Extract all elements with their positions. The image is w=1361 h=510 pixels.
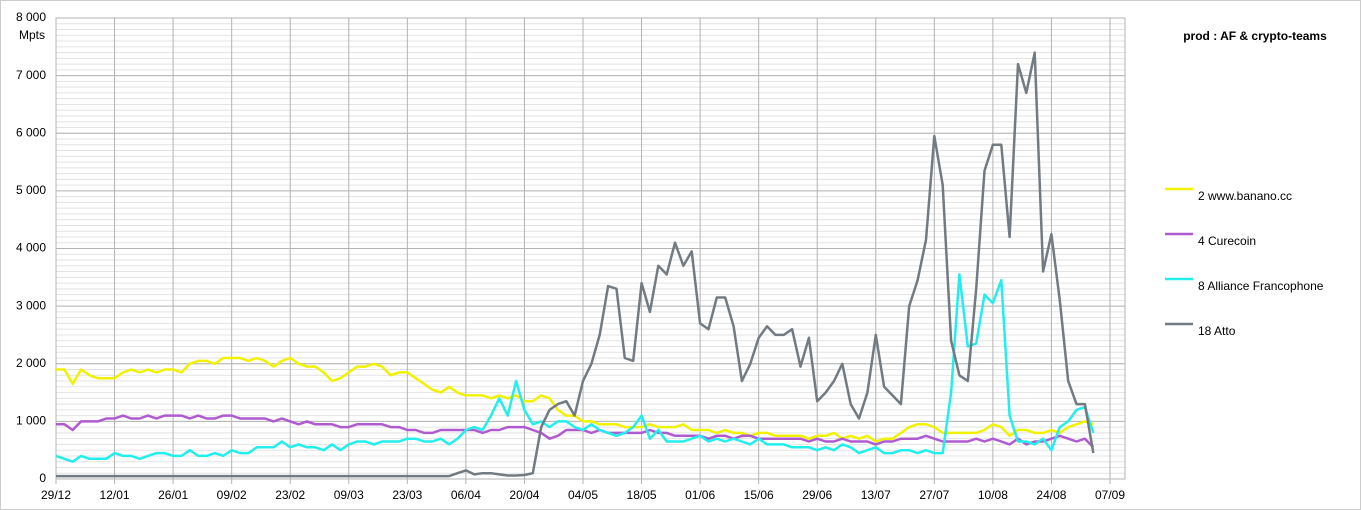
- x-tick-label: 09/02: [217, 488, 247, 502]
- x-tick-label: 26/01: [158, 488, 188, 502]
- series-line: [55, 273, 1095, 463]
- x-tick-label: 06/04: [451, 488, 481, 502]
- x-tick-label: 01/06: [685, 488, 715, 502]
- x-tick-label: 12/01: [100, 488, 130, 502]
- series-line: [56, 51, 1095, 478]
- x-tick-label: 29/12: [41, 488, 71, 502]
- y-tick-label: 3 000: [16, 298, 46, 312]
- y-tick-label: 5 000: [16, 183, 46, 197]
- x-tick-label: 18/05: [627, 488, 657, 502]
- x-tick-label: 23/02: [275, 488, 305, 502]
- x-tick-label: 27/07: [919, 488, 949, 502]
- legend-label: 4 Curecoin: [1198, 234, 1256, 248]
- plot-border: [55, 17, 1126, 480]
- x-tick-label: 29/06: [802, 488, 832, 502]
- legend-label: 8 Alliance Francophone: [1198, 279, 1324, 293]
- y-tick-label: 1 000: [16, 414, 46, 428]
- y-tick-label: 0: [39, 471, 46, 485]
- x-tick-label: 23/03: [392, 488, 422, 502]
- x-tick-label: 04/05: [568, 488, 598, 502]
- x-tick-label: 07/09: [1095, 488, 1125, 502]
- x-tick-label: 24/08: [1036, 488, 1066, 502]
- y-tick-label: 2 000: [16, 356, 46, 370]
- x-tick-label: 15/06: [744, 488, 774, 502]
- y-axis-label: Mpts: [19, 28, 45, 42]
- legend-label: 2 www.banano.cc: [1198, 189, 1292, 203]
- chart-title: prod : AF & crypto-teams: [1183, 29, 1327, 43]
- x-tick-label: 10/08: [978, 488, 1008, 502]
- y-tick-label: 4 000: [16, 241, 46, 255]
- x-tick-label: 09/03: [334, 488, 364, 502]
- y-tick-label: 8 000: [16, 10, 46, 24]
- series-line: [56, 414, 1095, 449]
- y-tick-label: 7 000: [16, 68, 46, 82]
- x-tick-label: 20/04: [509, 488, 539, 502]
- x-tick-label: 13/07: [861, 488, 891, 502]
- legend-label: 18 Atto: [1198, 324, 1236, 338]
- y-tick-label: 6 000: [16, 125, 46, 139]
